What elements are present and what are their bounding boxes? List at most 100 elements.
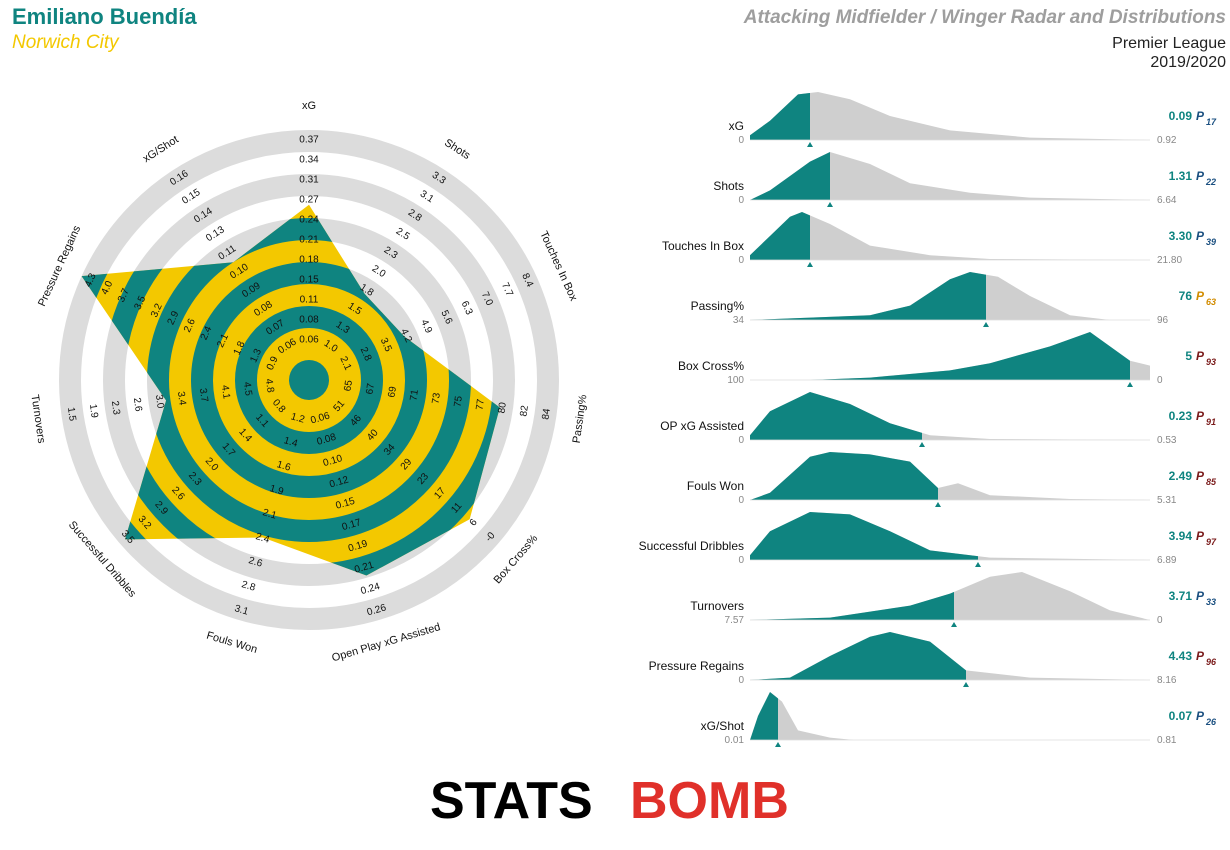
metric-min: 0 <box>738 555 744 566</box>
radar-ring-filled <box>235 306 383 454</box>
value-marker <box>1127 382 1133 387</box>
radar-tick-label: 67 <box>364 382 377 395</box>
radar-tick-label: 4.0 <box>99 279 115 297</box>
metric-max: 0.81 <box>1157 735 1177 746</box>
metric-min: 34 <box>733 315 745 326</box>
distribution-area-teal <box>750 152 830 200</box>
radar-tick-label: 0.11 <box>300 295 319 306</box>
metric-percentile: 26 <box>1205 717 1217 727</box>
radar-tick-label: 84 <box>540 407 553 420</box>
metric-label: Pressure Regains <box>649 659 744 673</box>
radar-tick-label: 5.6 <box>438 309 454 327</box>
radar-tick-label: 1.8 <box>232 339 248 357</box>
distribution-area-teal <box>750 572 954 620</box>
radar-tick-label: 2.9 <box>166 309 182 327</box>
metric-percentile: 91 <box>1206 417 1216 427</box>
radar-tick-label: 2.6 <box>182 317 198 335</box>
distribution-area-teal <box>750 92 810 140</box>
metric-max: 0.92 <box>1157 135 1177 146</box>
radar-tick-label: 2.3 <box>109 400 122 416</box>
distribution-area-teal <box>750 512 978 560</box>
distribution-area-teal <box>750 392 922 440</box>
radar-axis-label: Passing% <box>571 394 590 444</box>
metric-label: Touches In Box <box>662 239 744 253</box>
radar-ring-filled <box>191 262 427 498</box>
metric-percentile-letter: P <box>1196 589 1205 603</box>
distribution-row: Box Cross% 100 0 5 P 93 <box>678 332 1216 387</box>
value-marker <box>807 262 813 267</box>
radar-tick-label: 0.34 <box>299 155 319 166</box>
radar-ring-filled <box>147 218 471 542</box>
metric-percentile: 85 <box>1206 477 1217 487</box>
radar-tick-label: 1.2 <box>289 411 306 426</box>
metric-value: 76 <box>1179 289 1193 303</box>
radar-tick-label: 4.9 <box>418 318 434 336</box>
radar-tick-label: 6.3 <box>459 299 475 317</box>
metric-value: 3.30 <box>1169 229 1193 243</box>
value-marker <box>827 202 833 207</box>
metric-min: 0.01 <box>725 735 745 746</box>
radar-tick-label: 0.27 <box>299 195 319 206</box>
radar-tick-label: 4.8 <box>263 378 276 394</box>
metric-percentile: 93 <box>1206 357 1216 367</box>
distribution-row: Turnovers 7.57 0 3.71 P 33 <box>690 572 1216 627</box>
radar-tick-label: 65 <box>342 379 355 392</box>
radar-tick-label: 7.7 <box>499 281 515 299</box>
radar-tick-label: 8.4 <box>519 272 535 290</box>
radar-tick-label: 0.18 <box>299 255 319 266</box>
chart-title: Attacking Midfielder / Winger Radar and … <box>743 7 1226 28</box>
radar-tick-label: 1.9 <box>87 403 100 419</box>
radar-tick-label: 0.9 <box>265 354 281 372</box>
metric-max: 0 <box>1157 375 1163 386</box>
metric-percentile: 33 <box>1206 597 1216 607</box>
radar-tick-label: 2.4 <box>199 324 215 342</box>
league-name: Premier League <box>1112 35 1226 52</box>
distribution-row: Passing% 34 96 76 P 63 <box>691 272 1216 327</box>
radar-axis-label: Open Play xG Assisted <box>331 621 442 664</box>
metric-label: Shots <box>713 179 744 193</box>
radar-tick-label: 0.21 <box>353 560 375 576</box>
metric-label: Box Cross% <box>678 359 744 373</box>
radar-tick-label: 0.31 <box>299 175 319 186</box>
metric-label: Turnovers <box>690 599 744 613</box>
metric-percentile: 22 <box>1205 177 1216 187</box>
metric-value: 0.09 <box>1169 109 1193 123</box>
metric-percentile-letter: P <box>1196 469 1205 483</box>
distribution-area-teal <box>750 212 810 260</box>
metric-percentile-letter: P <box>1196 289 1205 303</box>
metric-percentile: 63 <box>1206 297 1216 307</box>
radar-tick-label: 0.15 <box>180 187 203 207</box>
radar-tick-label: 1.5 <box>65 407 78 423</box>
metric-max: 0 <box>1157 615 1163 626</box>
radar-tick-label: 75 <box>452 395 465 408</box>
metric-percentile-letter: P <box>1196 409 1205 423</box>
radar-tick-label: 0.15 <box>299 275 319 286</box>
radar-tick-label: 2.4 <box>254 531 271 546</box>
distribution-row: xG/Shot 0.01 0.81 0.07 P 26 <box>701 692 1217 747</box>
radar-tick-label: 3.2 <box>149 302 165 320</box>
radar-tick-label: 2.1 <box>337 355 353 373</box>
distribution-row: Shots 0 6.64 1.31 P 22 <box>713 152 1216 207</box>
radar-tick-label: 2.5 <box>394 226 412 243</box>
metric-percentile: 39 <box>1206 237 1216 247</box>
value-marker <box>775 742 781 747</box>
radar-tick-label: 0.13 <box>204 224 227 244</box>
metric-label: Fouls Won <box>687 479 744 493</box>
metric-percentile: 17 <box>1206 117 1217 127</box>
metric-percentile-letter: P <box>1196 349 1205 363</box>
radar-tick-label: 1.6 <box>275 459 292 474</box>
metric-value: 3.94 <box>1169 529 1193 543</box>
metric-min: 0 <box>738 135 744 146</box>
distribution-row: OP xG Assisted 0 0.53 0.23 P 91 <box>660 392 1216 447</box>
radar-tick-label: 3.1 <box>418 189 436 206</box>
radar-tick-label: 2.8 <box>358 346 374 364</box>
metric-value: 1.31 <box>1169 169 1193 183</box>
metric-label: xG <box>729 119 744 133</box>
metric-min: 7.57 <box>725 615 745 626</box>
radar-tick-label: 6 <box>468 517 480 529</box>
radar-tick-label: 3.0 <box>153 394 166 410</box>
radar-tick-label: 2.6 <box>131 397 144 413</box>
radar-tick-label: 2.8 <box>240 579 257 594</box>
radar-axis-label: Turnovers <box>28 394 47 445</box>
metric-percentile-letter: P <box>1196 649 1205 663</box>
